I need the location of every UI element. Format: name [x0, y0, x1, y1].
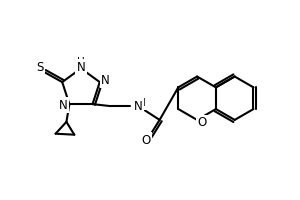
- Text: O: O: [197, 116, 207, 129]
- Text: N: N: [59, 99, 68, 112]
- Text: H: H: [138, 98, 146, 108]
- Text: O: O: [141, 134, 150, 147]
- Text: H: H: [77, 57, 85, 67]
- Text: N: N: [76, 61, 85, 74]
- Text: N: N: [101, 74, 110, 87]
- Text: S: S: [36, 61, 43, 74]
- Text: N: N: [134, 100, 142, 113]
